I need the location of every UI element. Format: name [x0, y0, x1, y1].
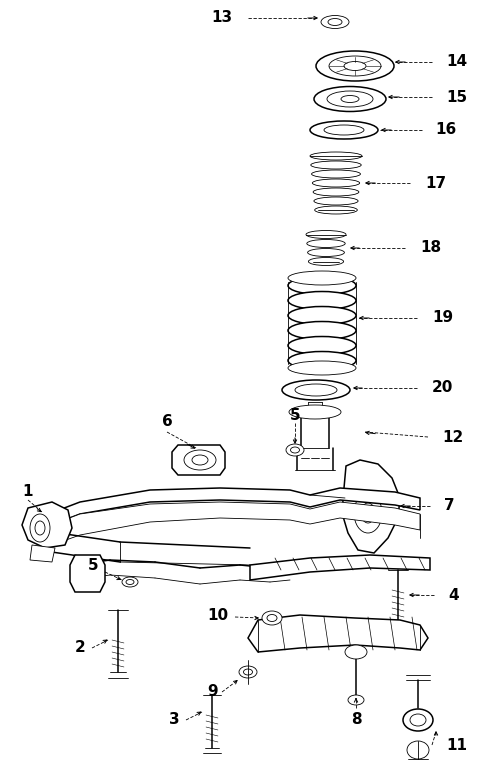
Ellipse shape — [306, 230, 346, 239]
Text: 3: 3 — [169, 712, 180, 728]
Ellipse shape — [313, 188, 359, 196]
Ellipse shape — [307, 249, 345, 257]
Ellipse shape — [184, 450, 216, 470]
Text: 1: 1 — [23, 484, 33, 500]
Ellipse shape — [122, 577, 138, 587]
Ellipse shape — [288, 291, 356, 309]
Text: 6: 6 — [162, 415, 172, 429]
Ellipse shape — [30, 514, 50, 542]
Ellipse shape — [407, 741, 429, 759]
Ellipse shape — [321, 16, 349, 29]
Ellipse shape — [288, 277, 356, 294]
Ellipse shape — [316, 51, 394, 81]
Ellipse shape — [314, 197, 358, 205]
Ellipse shape — [290, 447, 300, 453]
Text: 11: 11 — [446, 738, 467, 753]
Ellipse shape — [341, 95, 359, 102]
Ellipse shape — [329, 56, 381, 76]
Ellipse shape — [327, 91, 373, 107]
Polygon shape — [30, 545, 55, 562]
Ellipse shape — [288, 271, 356, 285]
Polygon shape — [250, 555, 430, 580]
Text: 5: 5 — [87, 557, 98, 573]
Ellipse shape — [403, 709, 433, 731]
Ellipse shape — [244, 669, 252, 675]
Ellipse shape — [126, 580, 134, 584]
Polygon shape — [22, 502, 72, 548]
Ellipse shape — [307, 239, 345, 247]
Polygon shape — [248, 615, 428, 652]
Text: 17: 17 — [425, 175, 446, 191]
Ellipse shape — [310, 121, 378, 139]
Text: 13: 13 — [211, 11, 232, 26]
Ellipse shape — [324, 125, 364, 135]
Ellipse shape — [192, 455, 208, 465]
Polygon shape — [38, 502, 420, 550]
Ellipse shape — [410, 714, 426, 726]
Ellipse shape — [267, 615, 277, 622]
Ellipse shape — [314, 87, 386, 112]
Ellipse shape — [315, 206, 357, 214]
Text: 4: 4 — [448, 587, 459, 602]
Ellipse shape — [308, 257, 344, 266]
Text: 5: 5 — [290, 408, 300, 422]
Polygon shape — [38, 488, 420, 530]
Ellipse shape — [288, 361, 356, 375]
Ellipse shape — [35, 521, 45, 535]
Ellipse shape — [295, 384, 337, 396]
Ellipse shape — [288, 352, 356, 370]
Text: 8: 8 — [351, 712, 361, 727]
Ellipse shape — [348, 695, 364, 705]
Text: 20: 20 — [432, 381, 453, 395]
Text: 12: 12 — [442, 429, 463, 445]
Ellipse shape — [345, 645, 367, 659]
Polygon shape — [172, 445, 225, 475]
Text: 14: 14 — [446, 54, 467, 70]
Text: 7: 7 — [444, 498, 455, 514]
Ellipse shape — [361, 503, 375, 523]
Ellipse shape — [289, 405, 341, 419]
Ellipse shape — [286, 444, 304, 456]
Ellipse shape — [288, 336, 356, 354]
Text: 2: 2 — [74, 640, 85, 656]
Ellipse shape — [311, 170, 361, 178]
Text: 16: 16 — [435, 122, 456, 137]
Ellipse shape — [288, 322, 356, 339]
Ellipse shape — [354, 493, 382, 533]
Ellipse shape — [239, 666, 257, 678]
Ellipse shape — [288, 306, 356, 325]
Text: 9: 9 — [207, 684, 218, 700]
Text: 18: 18 — [420, 240, 441, 256]
Polygon shape — [70, 555, 105, 592]
Ellipse shape — [344, 61, 366, 71]
Text: 19: 19 — [432, 311, 453, 326]
Ellipse shape — [312, 179, 360, 187]
Text: 15: 15 — [446, 89, 467, 105]
Ellipse shape — [310, 152, 362, 160]
Ellipse shape — [328, 19, 342, 26]
Ellipse shape — [262, 611, 282, 625]
Text: 10: 10 — [207, 608, 228, 622]
Ellipse shape — [282, 380, 350, 400]
Polygon shape — [342, 460, 400, 553]
Ellipse shape — [311, 161, 361, 169]
